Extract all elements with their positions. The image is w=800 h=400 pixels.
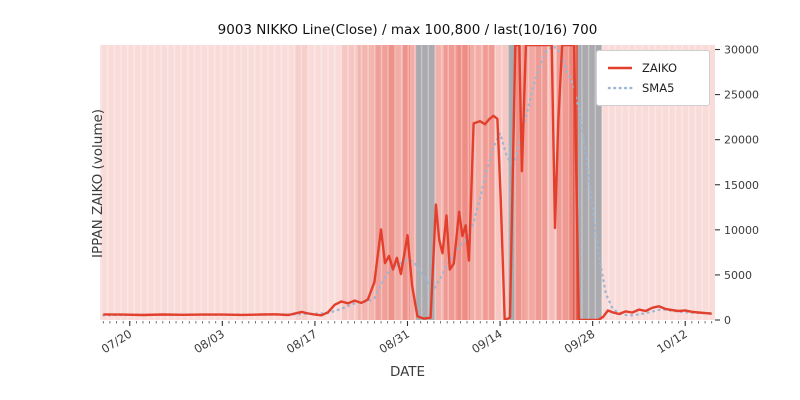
y-tick-label: 15000 bbox=[724, 179, 759, 192]
x-tick-label: 07/20 bbox=[99, 327, 135, 356]
x-axis-label: DATE bbox=[389, 364, 426, 380]
legend-item-sma5: SMA5 bbox=[607, 78, 699, 98]
y-tick-label: 10000 bbox=[724, 224, 759, 237]
x-tick-label: 09/14 bbox=[469, 327, 505, 356]
x-tick-label: 08/31 bbox=[377, 327, 413, 356]
y-tick-label: 5000 bbox=[724, 269, 752, 282]
legend-label-sma5: SMA5 bbox=[642, 81, 675, 95]
series-line-sma5 bbox=[102, 45, 713, 317]
x-tick-label: 08/17 bbox=[284, 327, 320, 356]
x-tick-label: 10/12 bbox=[654, 327, 690, 356]
y-tick-label: 25000 bbox=[724, 89, 759, 102]
legend: ZAIKO SMA5 bbox=[596, 50, 710, 106]
sma5-line-swatch bbox=[607, 86, 633, 90]
series-line-zaiko bbox=[103, 45, 712, 320]
y-tick-label: 30000 bbox=[724, 44, 759, 57]
legend-item-zaiko: ZAIKO bbox=[607, 58, 699, 78]
chart-title: 9003 NIKKO Line(Close) / max 100,800 / l… bbox=[217, 22, 598, 38]
x-tick-label: 09/28 bbox=[562, 327, 598, 356]
zaiko-line-swatch bbox=[608, 66, 632, 70]
y-axis-label: IPPAN ZAIKO (volume) bbox=[90, 108, 106, 258]
y-tick-label: 20000 bbox=[724, 134, 759, 147]
legend-label-zaiko: ZAIKO bbox=[642, 61, 678, 75]
y-tick-label: 0 bbox=[724, 314, 731, 327]
x-tick-label: 08/03 bbox=[191, 327, 227, 356]
